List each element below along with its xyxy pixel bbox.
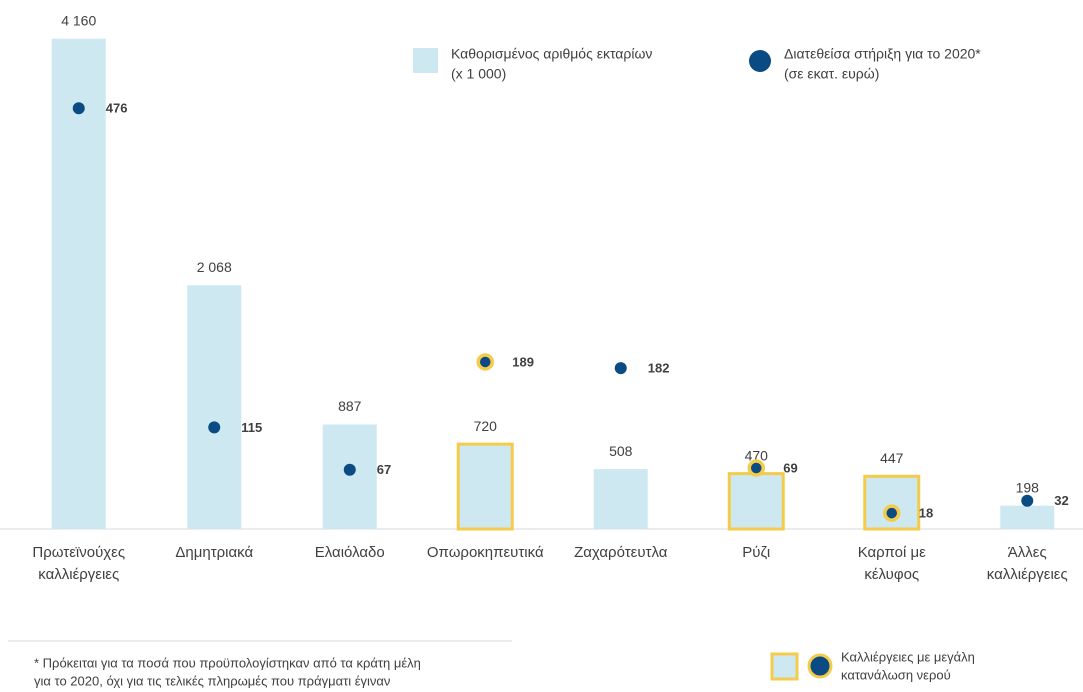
- bar: [322, 424, 377, 529]
- dot: [343, 463, 356, 476]
- bar-label: 720: [474, 418, 498, 434]
- dot-label: 182: [648, 361, 670, 376]
- dot: [72, 102, 85, 115]
- bar-label: 4 160: [61, 12, 96, 28]
- legend-swatch: [749, 50, 771, 72]
- bar: [593, 469, 648, 529]
- dot: [208, 421, 221, 434]
- x-tick-label: Δημητριακά: [175, 544, 253, 561]
- bar-label: 198: [1016, 479, 1040, 495]
- dot: [747, 459, 765, 477]
- highlight-swatch: [770, 652, 799, 681]
- highlight-swatch: [807, 653, 833, 679]
- dot-label: 69: [783, 460, 797, 475]
- footnote: για το 2020, όχι για τις τελικές πληρωμέ…: [34, 673, 390, 688]
- bar-label: 2 068: [197, 259, 232, 275]
- legend-label: (σε εκατ. ευρώ): [784, 66, 879, 82]
- x-tick-label: Οπωροκηπευτικά: [427, 544, 544, 561]
- footnote: * Πρόκειται για τα ποσά που προϋπολογίστ…: [34, 655, 421, 670]
- x-tick-label: Πρωτεϊνούχες: [32, 544, 125, 561]
- bar-label: 887: [338, 398, 362, 414]
- dot-label: 189: [512, 354, 534, 369]
- bar-label: 508: [609, 443, 633, 459]
- x-tick-label: καλλιέργειες: [987, 566, 1068, 583]
- bar: [456, 442, 514, 531]
- bar: [1000, 505, 1055, 529]
- highlight-label: κατανάλωση νερού: [841, 667, 951, 682]
- x-tick-label: καλλιέργειες: [38, 566, 119, 583]
- x-tick-label: Άλλες: [1008, 544, 1047, 561]
- bar-label: 470: [745, 447, 769, 463]
- bar: [51, 38, 106, 529]
- x-tick-label: κέλυφος: [864, 566, 919, 583]
- dot-label: 18: [919, 506, 933, 521]
- x-tick-label: Καρποί με: [858, 544, 926, 561]
- bar: [727, 472, 785, 531]
- dot: [1021, 494, 1034, 507]
- dot: [883, 504, 901, 522]
- bar-label: 447: [880, 450, 904, 466]
- x-tick-label: Ζαχαρότευτλα: [574, 544, 668, 561]
- legend-label: (x 1 000): [451, 66, 506, 82]
- dot-label: 67: [377, 462, 391, 477]
- x-tick-label: Ελαιόλαδο: [315, 544, 385, 561]
- highlight-label: Καλλιέργειες με μεγάλη: [841, 649, 975, 664]
- x-tick-label: Ρύζι: [742, 544, 770, 561]
- dot-label: 115: [241, 420, 262, 435]
- dot-label: 476: [106, 101, 128, 116]
- legend-swatch: [413, 48, 438, 73]
- legend-label: Καθορισμένος αριθμός εκταρίων: [451, 46, 652, 62]
- dot: [476, 353, 494, 371]
- dot: [614, 362, 627, 375]
- legend-label: Διατεθείσα στήριξη για το 2020*: [784, 46, 981, 62]
- dot-label: 32: [1054, 493, 1068, 508]
- bar: [187, 285, 242, 529]
